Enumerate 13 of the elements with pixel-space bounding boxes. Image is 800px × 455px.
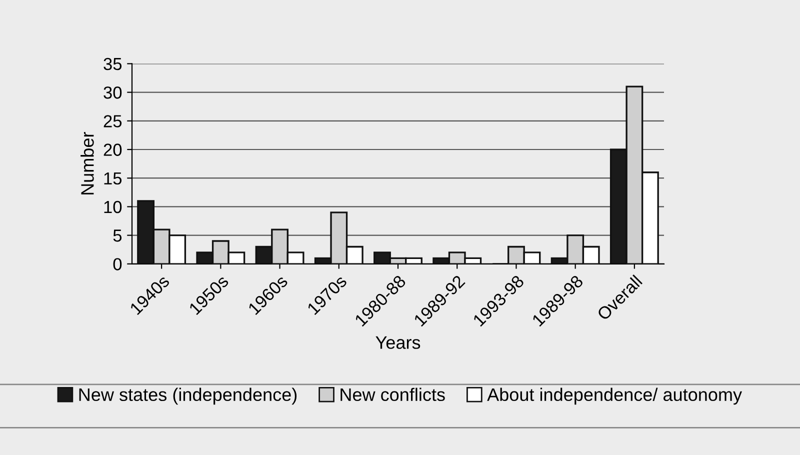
y-tick-label: 20 xyxy=(104,144,122,156)
y-tick-label: 15 xyxy=(104,172,122,185)
y-tick-label: 35 xyxy=(104,58,122,70)
y-tick-label: 25 xyxy=(104,115,122,128)
y-axis-title: Number xyxy=(80,132,94,194)
x-axis-title: Years xyxy=(376,336,420,349)
y-tick-label: 30 xyxy=(104,86,122,99)
y-tick-label: 0 xyxy=(113,258,122,270)
legend-label: About independence/ autonomy xyxy=(487,388,742,405)
y-tick-label: 5 xyxy=(113,230,122,242)
y-tick-label: 10 xyxy=(104,200,122,214)
legend-label: New states (independence) xyxy=(79,388,297,405)
legend-label: New conflicts xyxy=(340,388,445,402)
